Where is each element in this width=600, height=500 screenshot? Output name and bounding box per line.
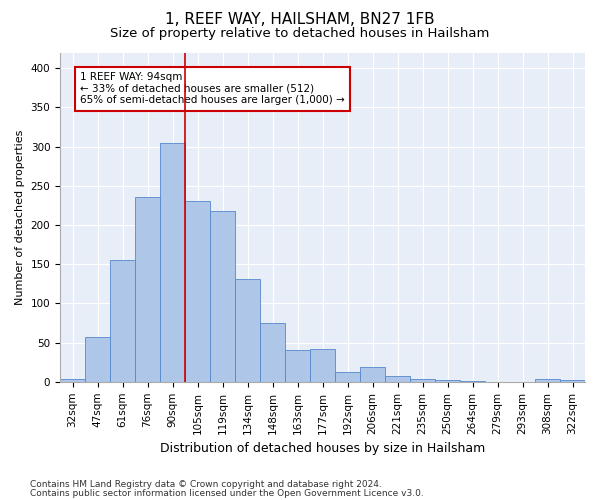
Bar [235,279,260,382]
Text: 1 REEF WAY: 94sqm
← 33% of detached houses are smaller (512)
65% of semi-detache: 1 REEF WAY: 94sqm ← 33% of detached hous… [80,72,345,106]
Bar [435,380,460,382]
Bar [310,349,335,382]
Bar [560,380,585,382]
X-axis label: Distribution of detached houses by size in Hailsham: Distribution of detached houses by size … [160,442,485,455]
Text: 1, REEF WAY, HAILSHAM, BN27 1FB: 1, REEF WAY, HAILSHAM, BN27 1FB [165,12,435,28]
Text: Contains HM Land Registry data © Crown copyright and database right 2024.: Contains HM Land Registry data © Crown c… [30,480,382,489]
Bar [135,197,160,382]
Bar [260,323,285,382]
Text: Size of property relative to detached houses in Hailsham: Size of property relative to detached ho… [110,28,490,40]
Bar [60,380,85,382]
Bar [460,381,485,382]
Bar [335,372,360,382]
Y-axis label: Number of detached properties: Number of detached properties [15,130,25,305]
Bar [385,376,410,382]
Bar [210,211,235,382]
Bar [160,142,185,382]
Bar [110,260,135,382]
Bar [185,202,210,382]
Bar [535,378,560,382]
Bar [285,350,310,382]
Bar [360,367,385,382]
Text: Contains public sector information licensed under the Open Government Licence v3: Contains public sector information licen… [30,488,424,498]
Bar [410,378,435,382]
Bar [85,337,110,382]
